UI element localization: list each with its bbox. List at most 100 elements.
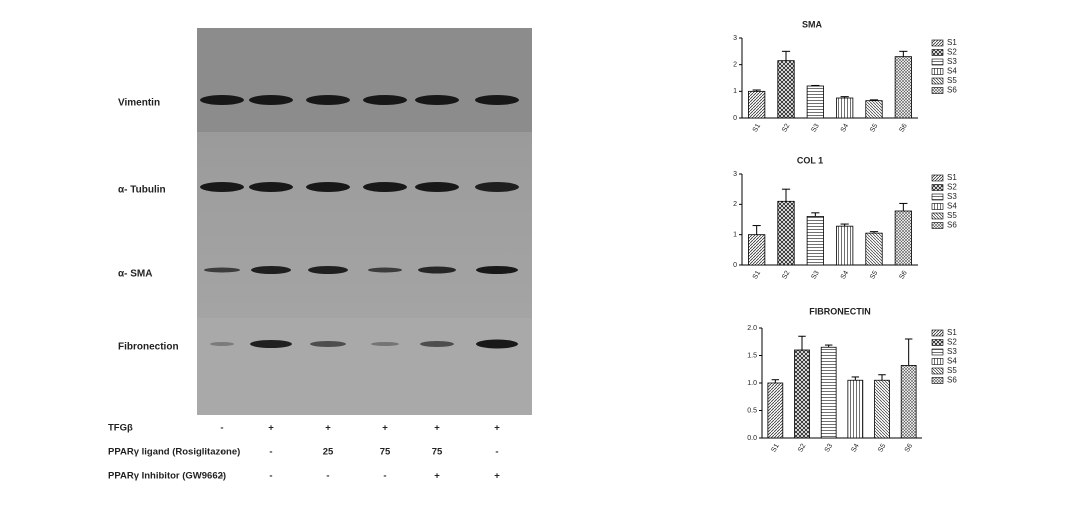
- band: [200, 182, 244, 192]
- y-tick-label: 3: [733, 171, 737, 178]
- band: [476, 339, 518, 349]
- bar: [836, 225, 854, 266]
- bar: [900, 364, 917, 439]
- condition-value: +: [494, 423, 500, 434]
- x-tick-label: S1: [752, 270, 762, 281]
- y-tick-label: 0.0: [747, 435, 757, 442]
- band: [200, 95, 244, 105]
- x-tick-label: S5: [869, 123, 879, 134]
- legend-swatch: [931, 193, 944, 201]
- band: [249, 95, 293, 105]
- bar: [748, 90, 766, 119]
- band: [204, 267, 240, 273]
- bar: [847, 379, 864, 439]
- band: [415, 95, 459, 105]
- legend-label: S5: [947, 366, 957, 375]
- legend-label: S4: [947, 202, 957, 211]
- x-tick-label: S3: [810, 123, 820, 134]
- protein-label: Vimentin: [118, 98, 160, 109]
- condition-value: +: [382, 423, 388, 434]
- legend-label: S2: [947, 338, 957, 347]
- x-tick-label: S2: [797, 443, 807, 454]
- x-tick-label: S6: [898, 123, 908, 134]
- band: [368, 267, 402, 273]
- y-tick-label: 2: [733, 62, 737, 69]
- y-tick-label: 2.0: [747, 325, 757, 332]
- condition-value: -: [220, 447, 223, 458]
- condition-value: +: [434, 471, 440, 482]
- legend-label: S2: [947, 48, 957, 57]
- bar: [794, 349, 810, 439]
- x-tick-label: S3: [824, 443, 834, 454]
- band: [249, 182, 293, 192]
- legend-label: S1: [947, 328, 957, 337]
- y-tick-label: 1.5: [747, 352, 757, 359]
- bar: [777, 200, 795, 266]
- band: [306, 95, 350, 105]
- x-tick-label: S1: [770, 443, 780, 454]
- legend-label: S5: [947, 76, 957, 85]
- legend-label: S3: [947, 57, 957, 66]
- y-tick-label: 3: [733, 35, 737, 42]
- x-tick-label: S1: [752, 123, 762, 134]
- legend-label: S5: [947, 211, 957, 220]
- legend-swatch: [931, 58, 944, 66]
- legend-swatch: [931, 174, 944, 182]
- band: [475, 182, 519, 192]
- legend-swatch: [931, 358, 944, 365]
- condition-value: 75: [380, 447, 391, 458]
- x-tick-label: S2: [781, 123, 791, 134]
- bar: [748, 234, 766, 266]
- bar: [820, 346, 837, 439]
- y-tick-label: 1.0: [747, 380, 757, 387]
- legend-label: S1: [947, 173, 957, 182]
- x-tick-label: S4: [840, 123, 850, 134]
- condition-value: +: [494, 471, 500, 482]
- legend-label: S6: [947, 376, 957, 385]
- legend-swatch: [931, 87, 944, 94]
- y-tick-label: 0: [733, 115, 737, 122]
- bar: [894, 210, 912, 266]
- legend-label: S6: [947, 86, 957, 95]
- condition-value: -: [220, 471, 223, 482]
- blot-panel: [197, 28, 532, 132]
- x-tick-label: S4: [850, 443, 860, 454]
- condition-value: +: [325, 423, 331, 434]
- chart-title: FIBRONECTIN: [809, 306, 871, 316]
- legend-label: S3: [947, 192, 957, 201]
- bar: [806, 216, 824, 266]
- blot-panel: [197, 318, 532, 415]
- condition-label: PPARγ Inhibitor (GW9662): [108, 471, 226, 482]
- protein-label: Fibronection: [118, 342, 179, 353]
- bar: [874, 379, 890, 439]
- condition-value: 25: [323, 447, 334, 458]
- x-tick-label: S4: [840, 270, 850, 281]
- bar: [806, 85, 824, 119]
- bar: [865, 100, 883, 119]
- chart-title: COL 1: [797, 155, 823, 165]
- condition-value: -: [326, 471, 329, 482]
- condition-value: +: [268, 423, 274, 434]
- band: [363, 182, 407, 192]
- bar: [836, 97, 854, 119]
- legend-swatch: [931, 68, 944, 75]
- band: [415, 182, 459, 192]
- legend-swatch: [931, 329, 944, 337]
- band: [310, 341, 346, 347]
- bar: [894, 56, 912, 119]
- bar: [865, 232, 883, 266]
- legend-label: S1: [947, 38, 957, 47]
- legend-label: S6: [947, 221, 957, 230]
- condition-label: TFGβ: [108, 423, 133, 434]
- band: [420, 341, 454, 347]
- y-tick-label: 1: [733, 232, 737, 239]
- band: [418, 266, 456, 274]
- band: [308, 266, 348, 274]
- legend-swatch: [931, 367, 944, 375]
- band: [363, 95, 407, 105]
- legend-swatch: [931, 49, 944, 56]
- band: [371, 342, 399, 346]
- condition-value: 75: [432, 447, 443, 458]
- legend-swatch: [931, 377, 944, 384]
